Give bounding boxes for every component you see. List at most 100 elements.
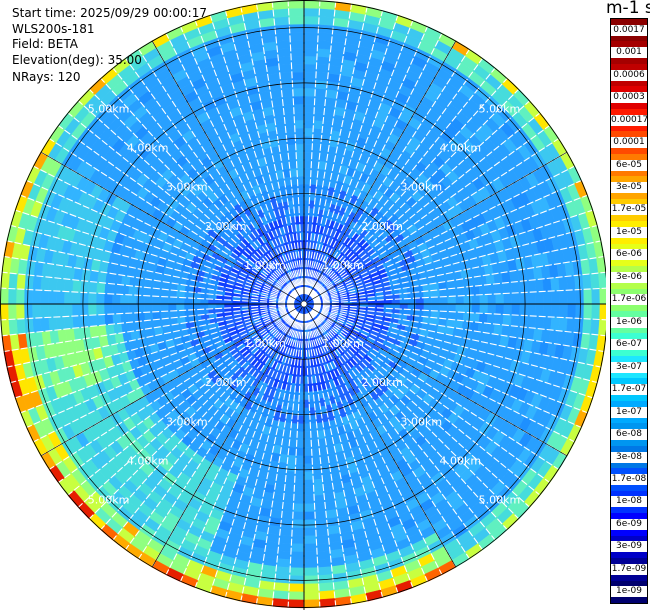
ppi-cell [48, 316, 58, 332]
range-label: 3.00km [166, 415, 208, 428]
colorbar-tick-label: 1e-08 [611, 496, 647, 508]
ppi-cell [313, 494, 326, 504]
ppi-cell [303, 503, 316, 513]
ppi-cell [135, 303, 145, 314]
ppi-cell [64, 278, 74, 293]
ppi-cell [298, 207, 305, 217]
ppi-cell [312, 478, 324, 488]
ppi-cell [527, 303, 537, 317]
ppi-cell [582, 273, 592, 290]
ppi-cell [112, 322, 123, 335]
ppi-cell [293, 495, 305, 505]
ppi-cell [0, 303, 9, 321]
ppi-cell [317, 566, 333, 576]
ppi-cell [313, 112, 325, 122]
ppi-cell [391, 303, 401, 310]
ppi-cell [303, 599, 321, 609]
ppi-cell [534, 278, 544, 293]
ppi-cell [287, 143, 297, 154]
ppi-cell [316, 542, 331, 552]
ppi-cell [494, 313, 504, 326]
ppi-cell [292, 503, 305, 513]
range-label: 4.00km [440, 454, 482, 467]
ppi-cell [287, 454, 297, 465]
ppi-cell [39, 289, 49, 305]
ppi-cell [95, 303, 105, 316]
ppi-cell [461, 277, 472, 288]
ppi-cell [303, 535, 317, 545]
ppi-cell [312, 462, 322, 473]
ppi-cell [143, 287, 154, 297]
ppi-cell [71, 291, 81, 305]
ppi-cell [135, 286, 146, 296]
ppi-cell [313, 104, 326, 114]
ppi-cell [314, 96, 326, 106]
colorbar-tick-label: 1.7e-07 [611, 384, 647, 396]
range-label: 1.00km [322, 259, 364, 272]
ppi-cell [104, 282, 114, 295]
ppi-cell [478, 284, 488, 296]
ppi-cell [303, 39, 319, 49]
ppi-cell [290, 47, 305, 57]
colorbar-tick-label: 1.7e-09 [611, 563, 647, 575]
ppi-cell [273, 485, 286, 496]
ppi-cell [80, 315, 90, 328]
ppi-cell [312, 120, 324, 130]
ppi-cell [282, 494, 295, 504]
ppi-cell [297, 423, 305, 433]
ppi-cell [486, 313, 496, 325]
ppi-cell [64, 315, 74, 330]
ppi-cell [316, 550, 332, 560]
instrument-label: WLS200s-181 [12, 22, 95, 36]
ppi-cell [423, 297, 433, 305]
ppi-cell [167, 303, 177, 312]
colorbar-tick-label: 6e-08 [611, 429, 647, 441]
ppi-cell [71, 303, 81, 317]
range-label: 5.00km [88, 493, 130, 506]
ppi-cell [322, 112, 335, 123]
ppi-cell [287, 0, 305, 9]
ppi-cell [40, 317, 50, 332]
ppi-cell [294, 135, 305, 145]
ppi-cell [479, 303, 489, 314]
ppi-cell [135, 312, 146, 322]
ppi-cell [292, 519, 305, 529]
ppi-cell [0, 287, 9, 305]
ppi-cell [543, 303, 553, 318]
ppi-cell [296, 159, 305, 169]
ppi-cell [31, 303, 41, 319]
ppi-cell [144, 278, 155, 289]
start-time-label: Start time: 2025/09/29 00:00:17 [12, 6, 207, 20]
ppi-cell [511, 292, 521, 305]
ppi-cell [279, 72, 293, 82]
ppi-cell [79, 292, 89, 305]
ppi-cell [316, 48, 332, 58]
ppi-cell [455, 295, 465, 305]
ppi-cell [286, 135, 296, 146]
ppi-cell [303, 7, 320, 17]
ppi-cell [527, 291, 537, 305]
elevation-label: Elevation(deg): 35.00 [12, 53, 142, 67]
ppi-cell [317, 40, 332, 50]
ppi-cell [315, 518, 328, 528]
ppi-cell [283, 112, 295, 122]
ppi-cell [303, 447, 313, 457]
ppi-cell [303, 511, 316, 521]
ppi-cell [72, 315, 82, 329]
ppi-cell [454, 311, 465, 321]
ppi-cell [272, 493, 285, 504]
ppi-cell [7, 288, 17, 305]
ppi-cell [297, 183, 305, 193]
ppi-cell [292, 511, 305, 521]
colorbar-tick-label: 1e-09 [611, 586, 647, 598]
colorbar-tick-label: 0.001 [611, 47, 647, 59]
ppi-cell [318, 582, 335, 592]
ppi-cell [303, 207, 310, 217]
colorbar-tick-label: 0.0006 [611, 69, 647, 81]
field-label: Field: BETA [12, 37, 78, 51]
range-label: 5.00km [88, 103, 130, 116]
ppi-cell [273, 16, 290, 26]
ppi-cell [535, 303, 545, 317]
ppi-cell [558, 276, 568, 291]
ppi-cell [290, 543, 305, 553]
